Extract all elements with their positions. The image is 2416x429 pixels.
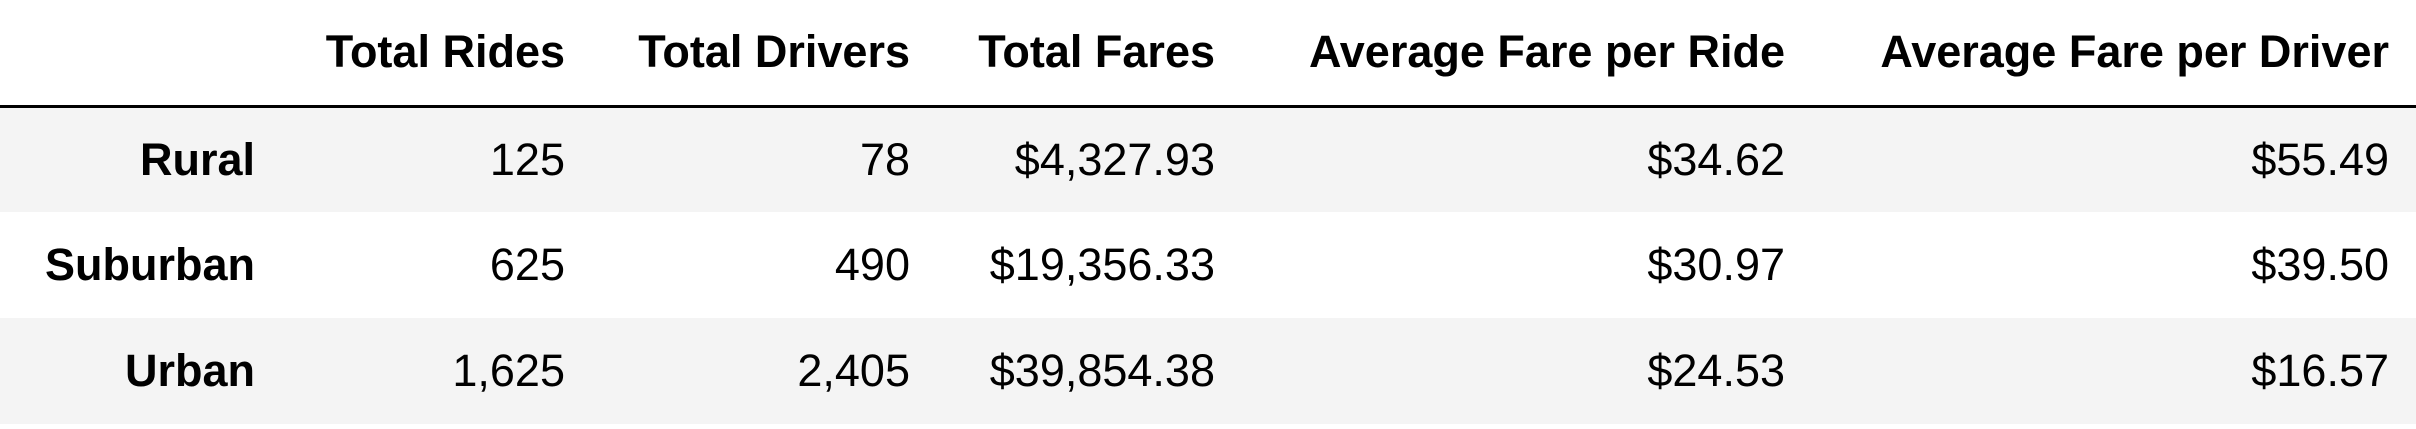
avg-fare-per-ride-cell: $24.53 [1647,345,1785,396]
total-fares-cell: $19,356.33 [989,239,1215,290]
avg-fare-per-driver-cell: $55.49 [2251,133,2389,185]
table-row: Rural 125 78 $4,327.93 $34.62 $55.49 [0,106,2416,212]
total-fares-header: Total Fares [910,0,1215,108]
total-drivers-cell: 490 [834,239,910,290]
total-drivers-cell: 2,405 [797,345,910,396]
total-rides-cell: 1,625 [452,345,565,396]
row-label: Rural [139,133,255,185]
row-label: Suburban [45,239,255,290]
total-rides-cell: 625 [489,239,565,290]
avg-fare-per-ride-header: Average Fare per Ride [1215,0,1785,108]
total-rides-cell: 125 [489,133,565,185]
total-fares-cell: $39,854.38 [989,345,1215,396]
row-label: Urban [124,345,255,396]
avg-fare-per-driver-cell: $16.57 [2251,345,2389,396]
avg-fare-per-ride-cell: $30.97 [1647,239,1785,290]
header-row: Total Rides Total Drivers Total Fares Av… [0,0,2416,108]
table-header: Total Rides Total Drivers Total Fares Av… [0,0,2416,108]
avg-fare-per-driver-cell: $39.50 [2251,239,2389,290]
table-body: Rural 125 78 $4,327.93 $34.62 $55.49 Sub… [0,106,2416,424]
total-drivers-header: Total Drivers [565,0,910,108]
index-header [0,0,255,108]
avg-fare-per-ride-cell: $34.62 [1647,133,1785,185]
total-rides-header: Total Rides [255,0,565,108]
table-row: Suburban 625 490 $19,356.33 $30.97 $39.5… [0,212,2416,318]
total-drivers-cell: 78 [859,133,910,185]
total-fares-cell: $4,327.93 [1014,133,1215,185]
avg-fare-per-driver-header: Average Fare per Driver [1785,0,2416,108]
table-row: Urban 1,625 2,405 $39,854.38 $24.53 $16.… [0,318,2416,424]
